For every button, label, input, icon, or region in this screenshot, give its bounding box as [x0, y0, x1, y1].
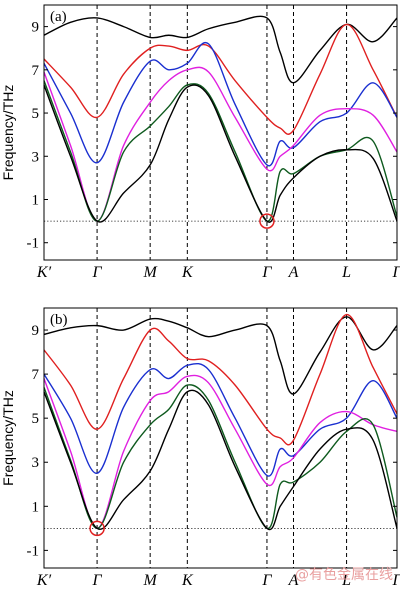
phonon-branch-5	[43, 384, 398, 530]
y-tick-label: 7	[32, 367, 40, 383]
k-point-label: K′	[36, 264, 52, 281]
y-tick-label: -1	[27, 236, 40, 252]
phonon-branch-2	[43, 23, 398, 135]
k-point-label: L	[341, 264, 351, 281]
k-point-label: A	[288, 264, 299, 281]
panel-label: (b)	[50, 312, 68, 328]
phonon-branch-3	[43, 41, 398, 167]
y-tick-label: 9	[32, 20, 40, 36]
k-point-label: Γ	[261, 572, 272, 589]
k-point-label: Γ	[391, 572, 400, 589]
y-axis-title: Frequency/THz	[0, 390, 16, 486]
phonon-branch-6	[43, 84, 398, 223]
panel-label: (a)	[50, 9, 67, 25]
y-tick-label: 7	[32, 63, 40, 79]
k-point-label: A	[288, 572, 299, 589]
y-tick-label: -1	[27, 543, 40, 559]
y-tick-label: 5	[32, 106, 40, 122]
k-point-label: K′	[36, 572, 52, 589]
plot-frame	[43, 307, 398, 569]
k-point-label: Γ	[261, 264, 272, 281]
highlight-circle	[89, 520, 105, 537]
y-axis-title: Frequency/THz	[0, 85, 16, 181]
watermark-text: @有色金属在线	[295, 566, 393, 583]
y-tick-label: 9	[32, 323, 40, 339]
k-point-label: L	[341, 572, 351, 589]
k-point-label: Γ	[92, 572, 103, 589]
k-point-label: K	[181, 264, 194, 281]
y-tick-label: 3	[32, 455, 40, 471]
phonon-branch-5	[43, 80, 398, 222]
plot-frame	[43, 4, 398, 261]
phonon-branch-6	[43, 389, 398, 531]
phonon-branch-2	[43, 313, 398, 446]
phonon-branch-3	[43, 362, 398, 477]
k-point-label: M	[143, 264, 159, 281]
phonon-branch-1	[43, 316, 398, 395]
k-point-label: M	[143, 572, 159, 589]
y-tick-label: 1	[32, 499, 40, 515]
y-tick-label: 1	[32, 192, 40, 208]
phonon-branch-1	[43, 15, 398, 84]
y-tick-label: 5	[32, 411, 40, 427]
k-point-label: K	[181, 572, 194, 589]
y-tick-label: 3	[32, 149, 40, 165]
k-point-label: Γ	[92, 264, 103, 281]
k-point-label: Γ	[391, 264, 400, 281]
highlight-circle	[259, 213, 275, 229]
